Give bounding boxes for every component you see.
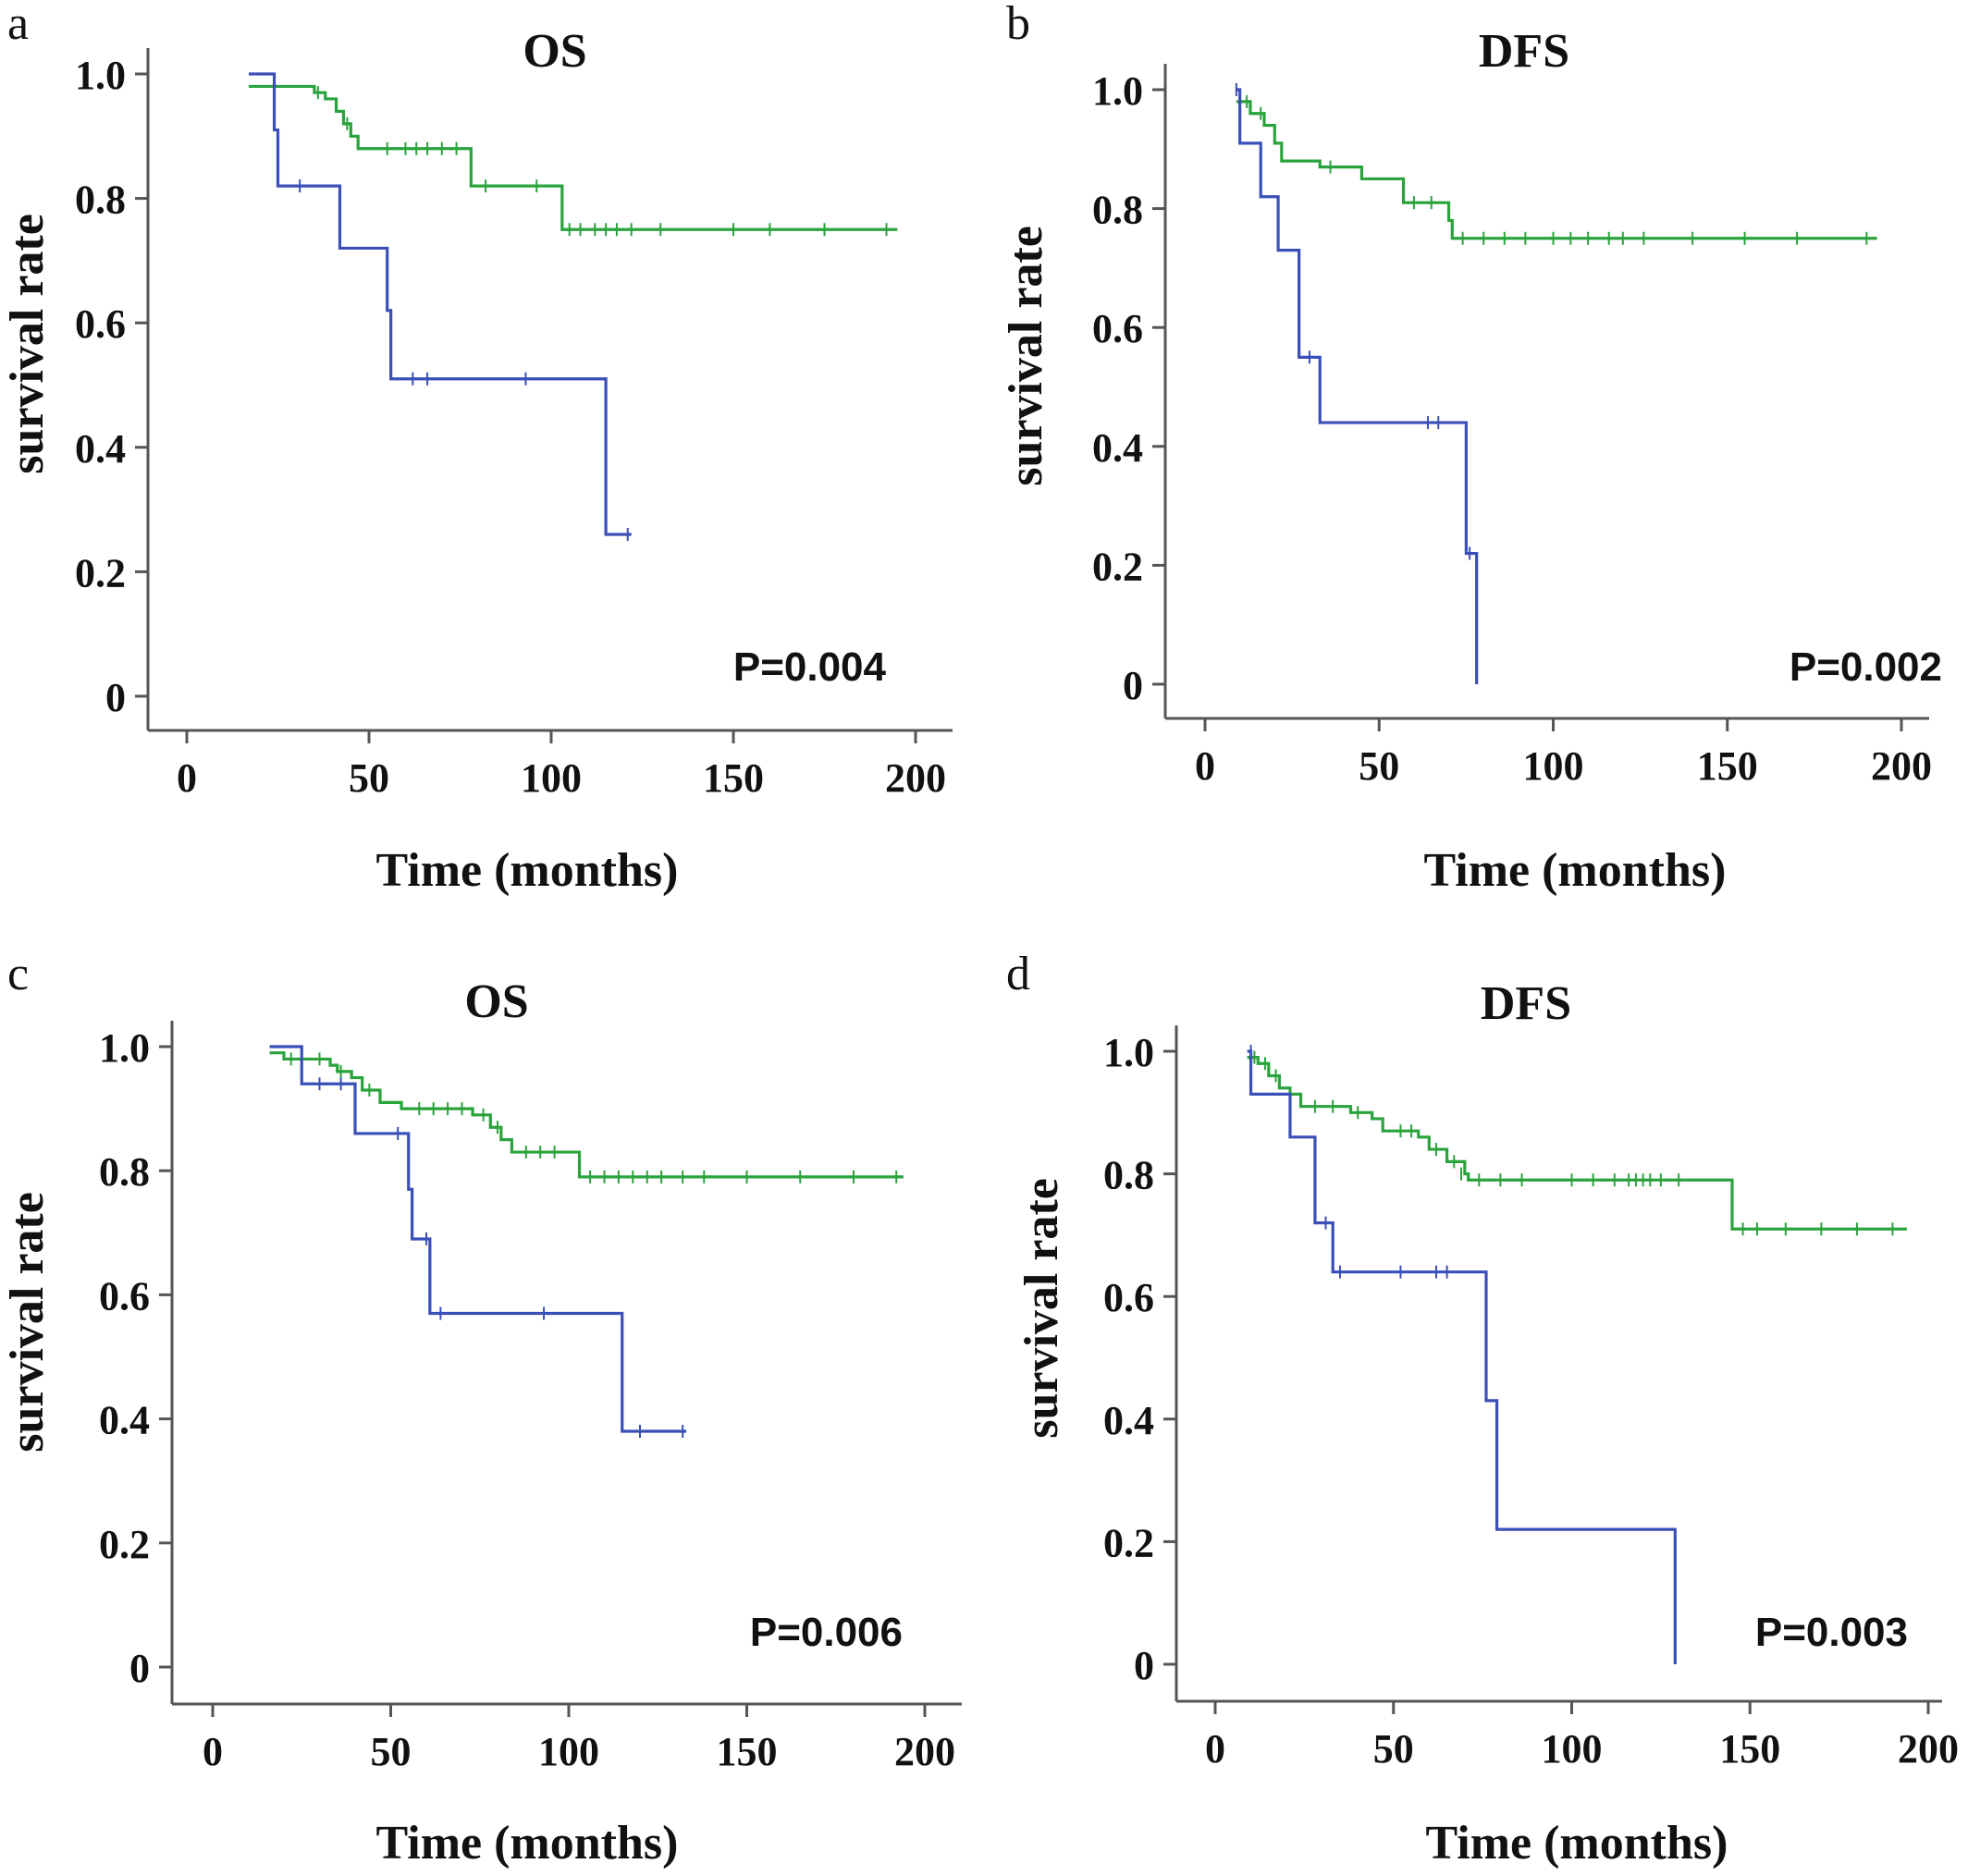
blue-survival-curve-d xyxy=(1247,1049,1677,1664)
x-tick-label-b: 100 xyxy=(1523,743,1584,789)
plot-area-b xyxy=(1235,83,1877,684)
panel-a: a OS survival rate Time (months) P=0.004… xyxy=(1,0,953,897)
x-tick-label-c: 150 xyxy=(717,1729,778,1774)
panel-d: d DFS survival rate Time (months) P=0.00… xyxy=(1006,948,1959,1870)
y-axis-title-a: survival rate xyxy=(1,214,54,474)
blue-survival-curve-a xyxy=(248,72,632,536)
x-tick-label-b: 200 xyxy=(1871,743,1932,789)
p-value-b: P=0.002 xyxy=(1790,644,1942,690)
y-tick-label-b: 0.6 xyxy=(1092,306,1143,351)
y-tick-label-b: 0.4 xyxy=(1092,425,1143,471)
panel-title-b: DFS xyxy=(1479,25,1569,78)
y-tick-label-a: 1.0 xyxy=(75,53,126,98)
x-axis-title-b: Time (months) xyxy=(1424,844,1727,897)
x-tick-label-d: 100 xyxy=(1542,1726,1603,1772)
y-tick-label-a: 0.6 xyxy=(75,301,126,347)
y-tick-label-b: 0 xyxy=(1123,663,1143,708)
y-axis-title-b: survival rate xyxy=(1000,226,1052,486)
x-axis-title-d: Time (months) xyxy=(1426,1817,1728,1870)
panel-letter-c: c xyxy=(7,948,29,1000)
y-tick-label-d: 0.8 xyxy=(1103,1153,1154,1198)
x-tick-label-b: 0 xyxy=(1195,743,1215,789)
x-axis-title-a: Time (months) xyxy=(376,844,679,897)
y-tick-label-c: 0 xyxy=(129,1646,150,1691)
panel-letter-d: d xyxy=(1006,948,1030,1000)
panel-letter-a: a xyxy=(7,0,29,50)
tick-layer-b: 0 0.2 0.4 0.6 0.8 1.0 0 50 100 150 200 xyxy=(1092,64,1932,789)
x-tick-label-d: 0 xyxy=(1205,1726,1225,1772)
plot-area-d xyxy=(1247,1045,1907,1664)
p-value-d: P=0.003 xyxy=(1755,1610,1908,1655)
blue-survival-curve-b xyxy=(1236,88,1479,684)
x-tick-label-d: 50 xyxy=(1373,1726,1414,1772)
y-axis-title-c: survival rate xyxy=(1,1192,54,1453)
green-survival-curve-b xyxy=(1236,100,1877,240)
x-tick-label-c: 0 xyxy=(203,1729,223,1774)
green-survival-curve-a xyxy=(248,84,898,231)
y-tick-label-c: 1.0 xyxy=(99,1025,150,1071)
blue-survival-curve-c xyxy=(269,1045,687,1433)
y-tick-label-c: 0.4 xyxy=(99,1398,150,1443)
y-axis-title-d: survival rate xyxy=(1015,1178,1068,1439)
green-survival-curve-c xyxy=(269,1051,904,1179)
y-tick-label-b: 0.2 xyxy=(1092,544,1143,589)
y-tick-label-a: 0.8 xyxy=(75,178,126,223)
plot-area-a xyxy=(248,72,898,542)
y-tick-label-b: 1.0 xyxy=(1092,68,1143,114)
green-survival-curve-d xyxy=(1247,1056,1907,1231)
panel-letter-b: b xyxy=(1006,0,1030,50)
y-tick-label-c: 0.6 xyxy=(99,1273,150,1318)
y-tick-label-d: 0.2 xyxy=(1103,1520,1154,1565)
y-tick-label-d: 0.4 xyxy=(1103,1398,1154,1443)
y-tick-label-d: 1.0 xyxy=(1103,1030,1154,1075)
x-tick-label-c: 100 xyxy=(538,1729,599,1774)
y-tick-label-c: 0.2 xyxy=(99,1522,150,1567)
y-tick-label-a: 0 xyxy=(105,675,126,720)
plot-area-c xyxy=(269,1045,904,1439)
x-tick-label-b: 50 xyxy=(1359,743,1399,789)
tick-layer-c: 0 0.2 0.4 0.6 0.8 1.0 0 50 100 150 200 xyxy=(99,1021,962,1774)
x-tick-label-a: 100 xyxy=(521,755,582,801)
y-tick-label-b: 0.8 xyxy=(1092,188,1143,233)
x-tick-label-c: 50 xyxy=(371,1729,412,1774)
tick-layer-a: 0 0.2 0.4 0.6 0.8 1.0 0 50 100 150 200 xyxy=(75,48,953,801)
tick-layer-d: 0 0.2 0.4 0.6 0.8 1.0 0 50 100 150 200 xyxy=(1103,1025,1959,1772)
x-tick-label-d: 200 xyxy=(1898,1726,1959,1772)
x-tick-label-a: 150 xyxy=(703,755,764,801)
x-tick-label-c: 200 xyxy=(894,1729,955,1774)
x-tick-label-a: 200 xyxy=(885,755,946,801)
panel-c: c OS survival rate Time (months) P=0.006… xyxy=(1,948,962,1870)
x-tick-label-b: 150 xyxy=(1697,743,1758,789)
panel-title-c: OS xyxy=(464,975,528,1028)
y-tick-label-a: 0.4 xyxy=(75,426,126,472)
x-tick-label-a: 50 xyxy=(349,755,389,801)
y-tick-label-a: 0.2 xyxy=(75,550,126,595)
panel-b: b DFS survival rate Time (months) P=0.00… xyxy=(1000,0,1942,897)
panel-title-a: OS xyxy=(523,25,586,78)
x-tick-label-a: 0 xyxy=(177,755,197,801)
panel-title-d: DFS xyxy=(1481,977,1571,1030)
x-axis-title-c: Time (months) xyxy=(376,1817,679,1870)
y-tick-label-d: 0 xyxy=(1134,1643,1154,1688)
p-value-a: P=0.004 xyxy=(733,644,887,690)
p-value-c: P=0.006 xyxy=(750,1610,903,1655)
x-tick-label-d: 150 xyxy=(1719,1726,1780,1772)
y-tick-label-c: 0.8 xyxy=(99,1149,150,1195)
y-tick-label-d: 0.6 xyxy=(1103,1275,1154,1320)
